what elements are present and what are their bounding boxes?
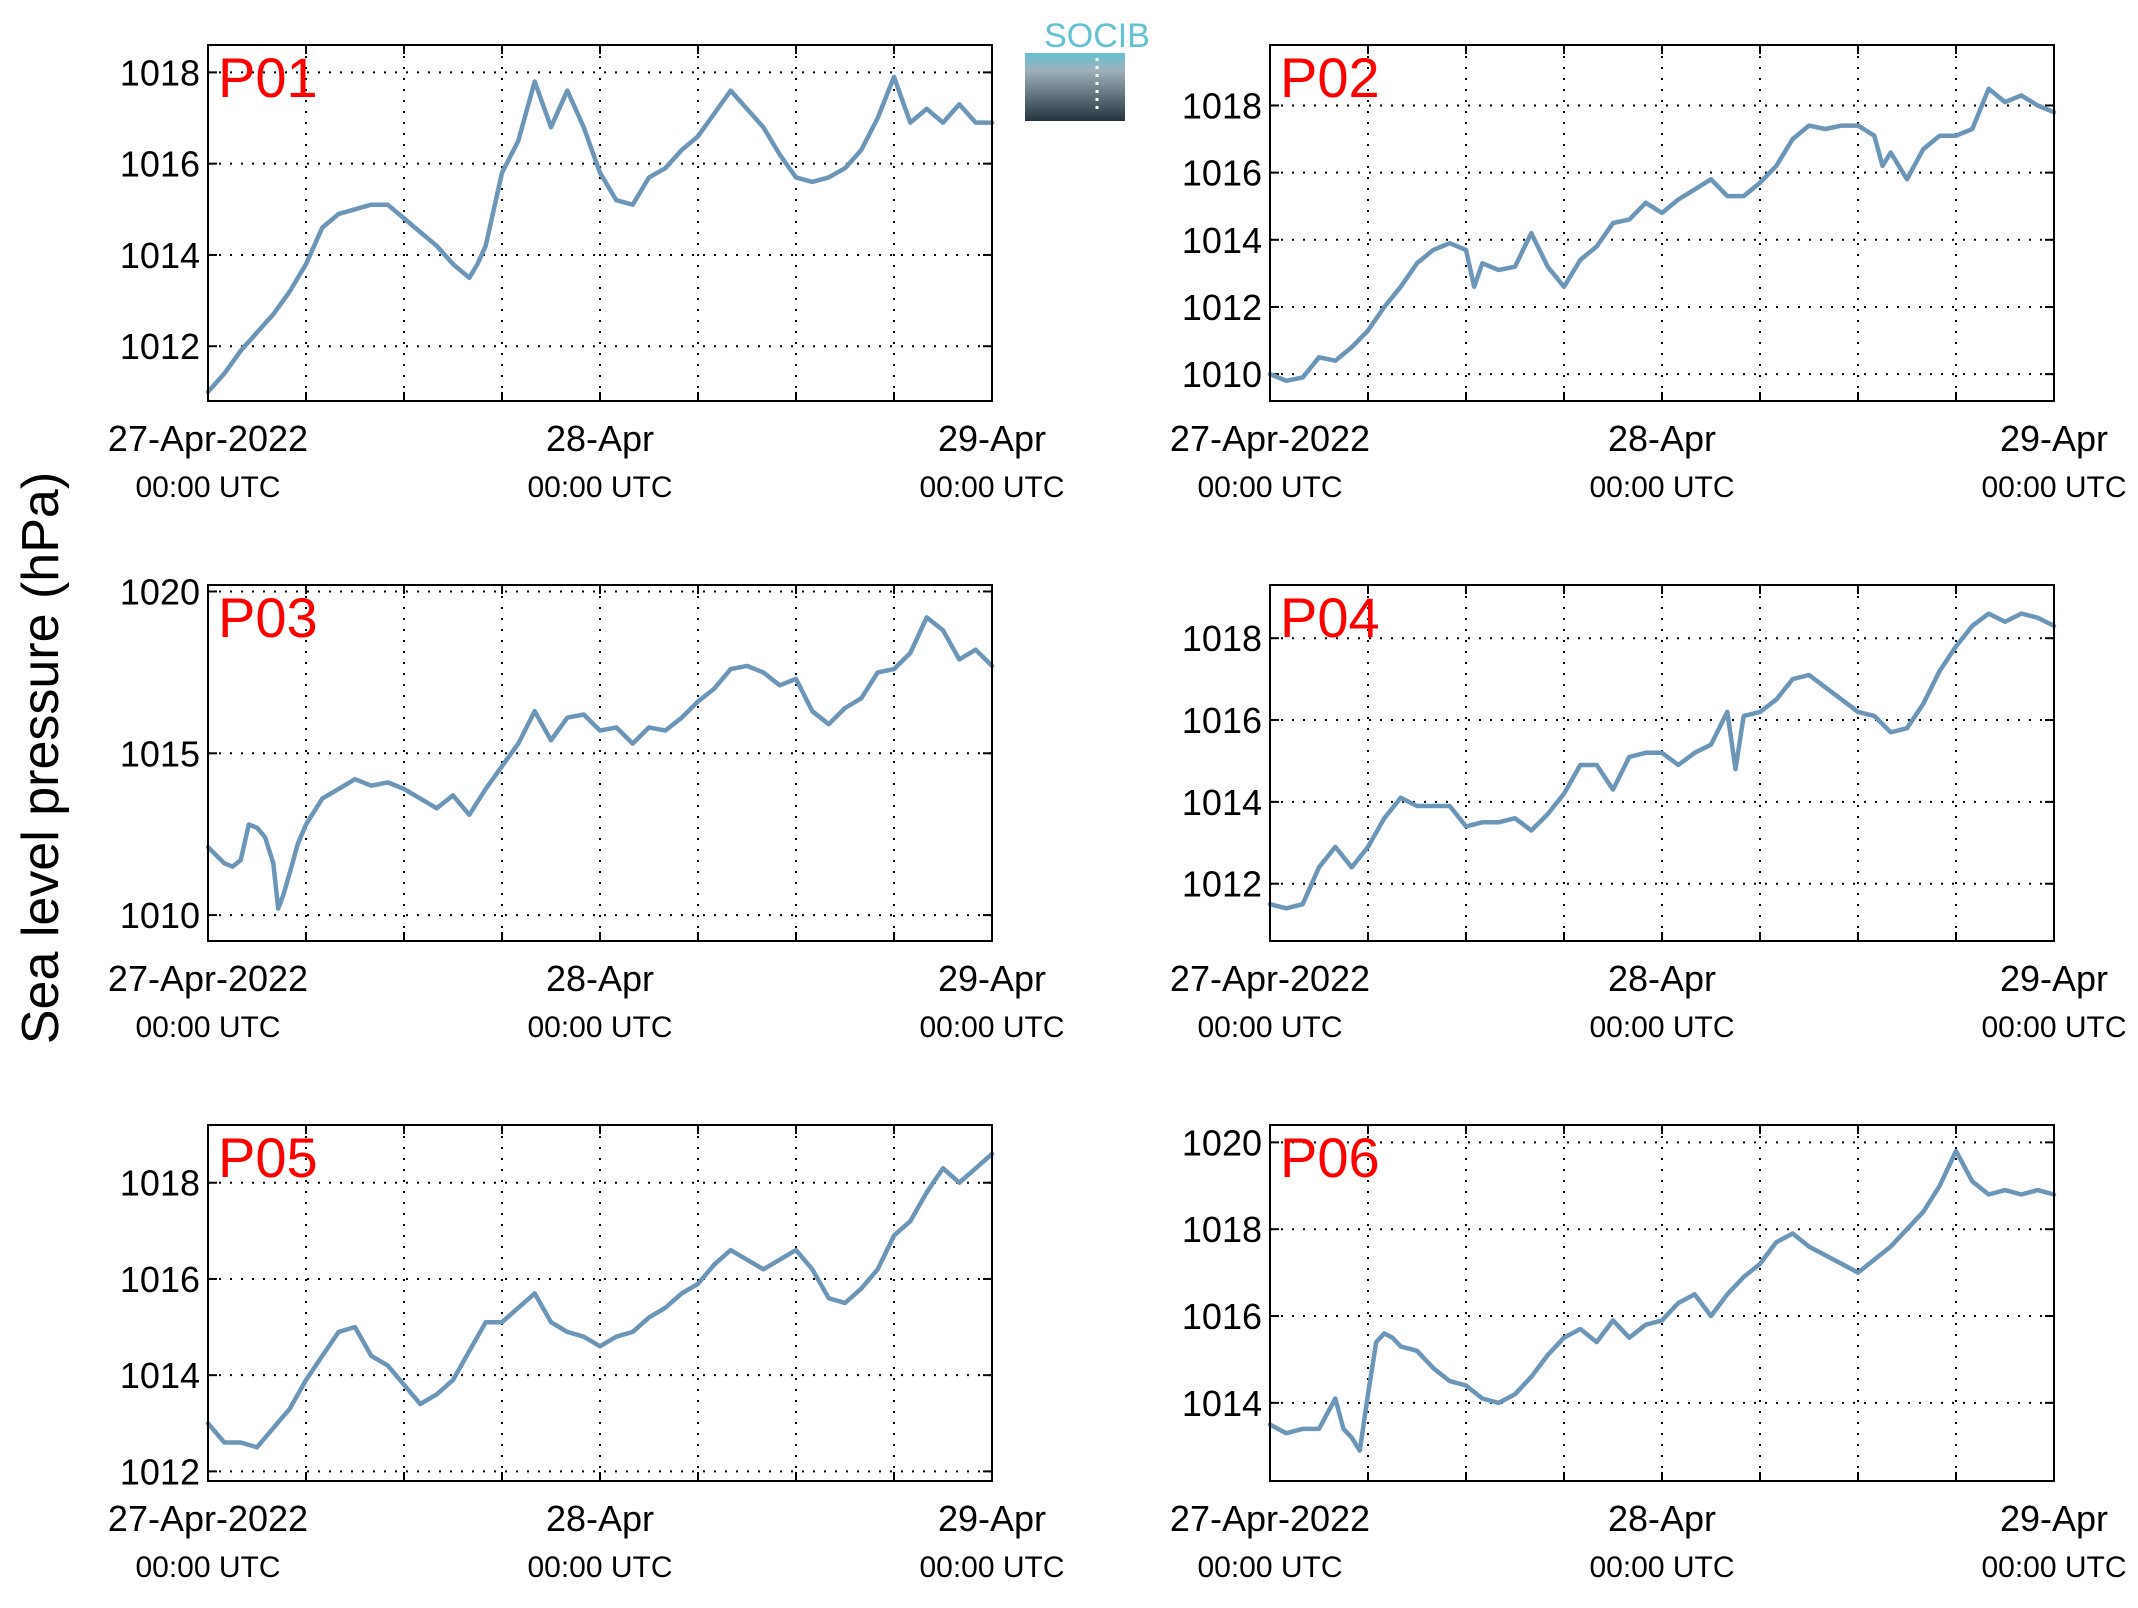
x-tick-sublabel: 00:00 UTC xyxy=(919,1011,1064,1044)
panels: 1012 1014 1016 1018 27-Apr-2022 00:00 UTC 28-A… xyxy=(108,44,2127,1584)
x-tick-label: 27-Apr-2022 xyxy=(108,958,308,999)
axes-frame xyxy=(1269,1124,2055,1482)
axes-frame xyxy=(207,44,993,402)
y-tick-label: 1016 xyxy=(1182,700,1262,741)
y-tick-label: 1015 xyxy=(120,733,200,774)
x-tick-sublabel: 00:00 UTC xyxy=(135,471,280,504)
y-tick-label: 1012 xyxy=(1182,864,1262,905)
x-tick-sublabel: 00:00 UTC xyxy=(919,1551,1064,1584)
y-tick-label: 1014 xyxy=(1182,220,1262,261)
x-tick-label: 27-Apr-2022 xyxy=(108,1498,308,1539)
x-tick-label: 27-Apr-2022 xyxy=(108,418,308,459)
y-axis-label: Sea level pressure (hPa) xyxy=(12,472,70,1044)
x-tick-sublabel: 00:00 UTC xyxy=(135,1551,280,1584)
x-tick-label: 29-Apr xyxy=(2000,1498,2108,1539)
x-tick-label: 29-Apr xyxy=(2000,418,2108,459)
axes-frame xyxy=(207,1124,993,1482)
y-tick-label: 1014 xyxy=(120,1355,200,1396)
y-tick-label: 1010 xyxy=(1182,354,1262,395)
station-label-p04: P04 xyxy=(1280,586,1380,649)
y-tick-label: 1014 xyxy=(1182,1383,1262,1424)
x-tick-label: 29-Apr xyxy=(938,958,1046,999)
station-label-p02: P02 xyxy=(1280,46,1380,109)
y-tick-label: 1010 xyxy=(120,895,200,936)
station-label-p06: P06 xyxy=(1280,1126,1380,1189)
x-tick-sublabel: 00:00 UTC xyxy=(1589,1551,1734,1584)
x-tick-label: 29-Apr xyxy=(2000,958,2108,999)
station-label-p01: P01 xyxy=(218,46,318,109)
station-label-p05: P05 xyxy=(218,1126,318,1189)
socib-logo-block xyxy=(1025,53,1125,121)
x-tick-label: 28-Apr xyxy=(1608,958,1716,999)
y-tick-label: 1012 xyxy=(120,326,200,367)
x-tick-sublabel: 00:00 UTC xyxy=(919,471,1064,504)
x-tick-label: 28-Apr xyxy=(546,1498,654,1539)
y-tick-label: 1016 xyxy=(120,1259,200,1300)
y-tick-label: 1012 xyxy=(120,1451,200,1492)
x-tick-label: 28-Apr xyxy=(1608,418,1716,459)
pressure-line-p03 xyxy=(205,615,995,911)
y-tick-label: 1016 xyxy=(120,144,200,185)
x-tick-sublabel: 00:00 UTC xyxy=(1981,1011,2126,1044)
panel-p06: 1014 1016 1018 1020 27-Apr-2022 00:00 UTC 28-A… xyxy=(1170,1122,2127,1584)
pressure-line-p05 xyxy=(205,1151,995,1450)
x-tick-sublabel: 00:00 UTC xyxy=(1981,1551,2126,1584)
panel-p05: 1012 1014 1016 1018 27-Apr-2022 00:00 UTC 28-A… xyxy=(108,1124,1065,1584)
y-tick-label: 1018 xyxy=(1182,618,1262,659)
x-tick-sublabel: 00:00 UTC xyxy=(1981,471,2126,504)
y-tick-label: 1018 xyxy=(120,1163,200,1204)
y-tick-label: 1020 xyxy=(1182,1122,1262,1163)
x-tick-sublabel: 00:00 UTC xyxy=(1589,471,1734,504)
y-tick-label: 1016 xyxy=(1182,153,1262,194)
y-tick-label: 1012 xyxy=(1182,287,1262,328)
panel-p03: 1010 1015 1020 27-Apr-2022 00:00 UTC 28-Apr 00… xyxy=(108,571,1065,1044)
y-tick-label: 1016 xyxy=(1182,1296,1262,1337)
pressure-line-p01 xyxy=(205,74,995,395)
x-tick-sublabel: 00:00 UTC xyxy=(527,471,672,504)
y-tick-label: 1020 xyxy=(120,571,200,612)
y-tick-label: 1014 xyxy=(120,235,200,276)
axes-frame xyxy=(1269,584,2055,942)
x-tick-label: 28-Apr xyxy=(546,418,654,459)
y-tick-label: 1018 xyxy=(1182,85,1262,126)
pressure-line-p06 xyxy=(1267,1148,2057,1453)
socib-logo: SOCIB xyxy=(1025,17,1150,121)
x-tick-sublabel: 00:00 UTC xyxy=(1197,471,1342,504)
axes-frame xyxy=(1269,44,2055,402)
axes-frame xyxy=(207,584,993,942)
y-tick-label: 1014 xyxy=(1182,782,1262,823)
x-tick-sublabel: 00:00 UTC xyxy=(527,1551,672,1584)
x-tick-label: 29-Apr xyxy=(938,1498,1046,1539)
x-tick-label: 29-Apr xyxy=(938,418,1046,459)
x-tick-label: 27-Apr-2022 xyxy=(1170,1498,1370,1539)
x-tick-sublabel: 00:00 UTC xyxy=(1197,1011,1342,1044)
x-tick-sublabel: 00:00 UTC xyxy=(1197,1551,1342,1584)
y-tick-label: 1018 xyxy=(120,52,200,93)
panel-p02: 1010 1012 1014 1016 1018 27-Apr-2022 00:00 UTC… xyxy=(1170,44,2127,504)
y-tick-label: 1018 xyxy=(1182,1209,1262,1250)
station-label-p03: P03 xyxy=(218,586,318,649)
pressure-line-p04 xyxy=(1267,611,2057,911)
x-tick-sublabel: 00:00 UTC xyxy=(527,1011,672,1044)
x-tick-label: 27-Apr-2022 xyxy=(1170,418,1370,459)
x-tick-label: 27-Apr-2022 xyxy=(1170,958,1370,999)
pressure-line-p02 xyxy=(1267,86,2057,384)
x-tick-sublabel: 00:00 UTC xyxy=(135,1011,280,1044)
socib-logo-text: SOCIB xyxy=(1044,17,1150,55)
x-tick-sublabel: 00:00 UTC xyxy=(1589,1011,1734,1044)
panel-p04: 1012 1014 1016 1018 27-Apr-2022 00:00 UTC 28-A… xyxy=(1170,584,2127,1044)
x-tick-label: 28-Apr xyxy=(1608,1498,1716,1539)
x-tick-label: 28-Apr xyxy=(546,958,654,999)
panel-p01: 1012 1014 1016 1018 27-Apr-2022 00:00 UTC 28-A… xyxy=(108,44,1065,504)
